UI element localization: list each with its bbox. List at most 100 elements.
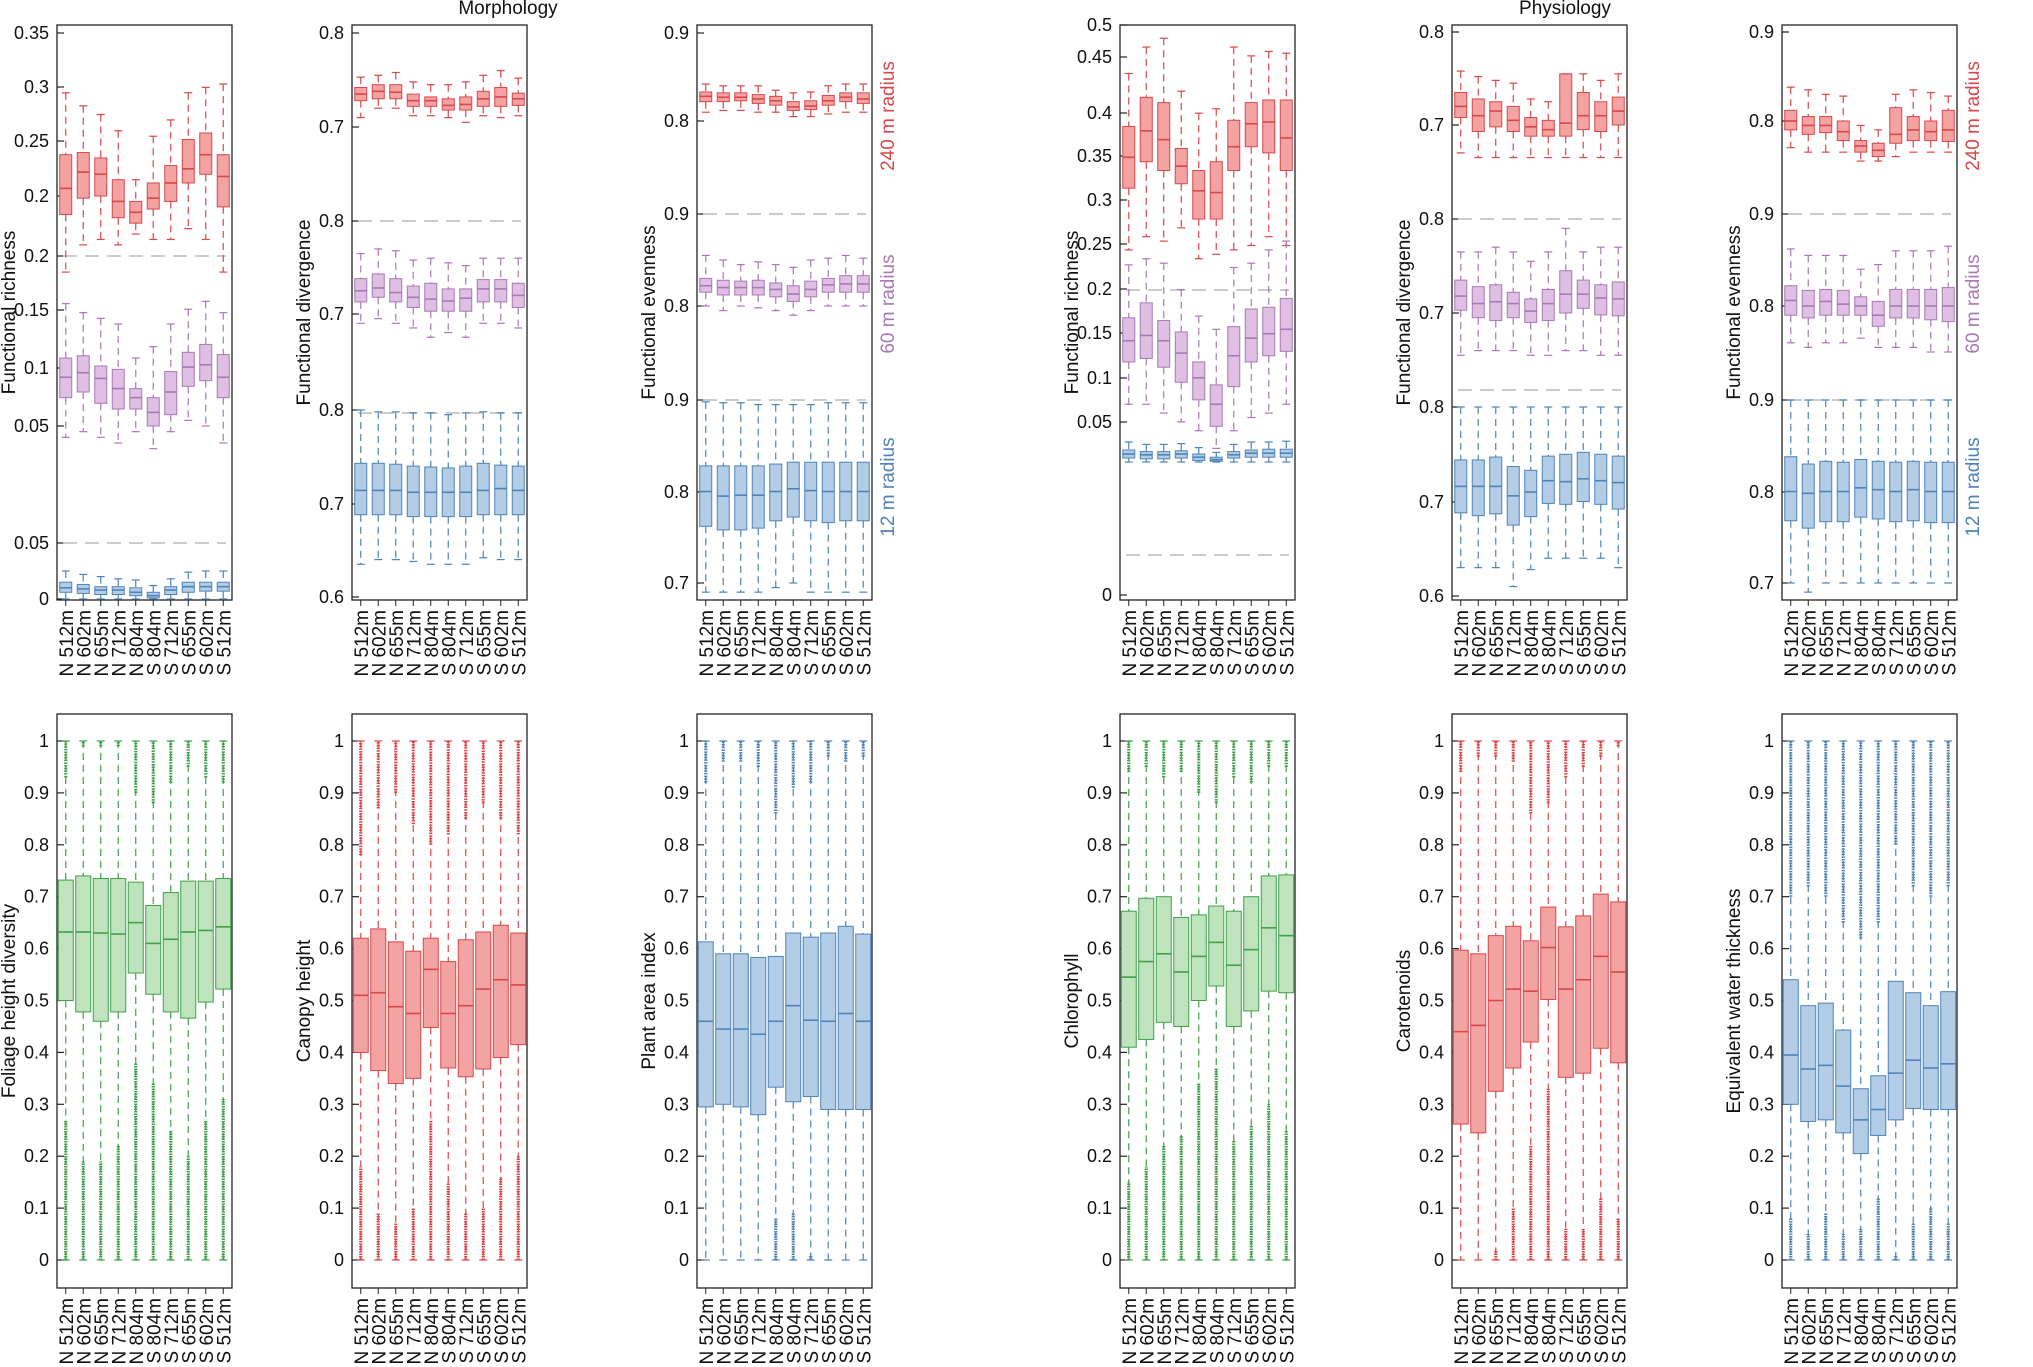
panel-phys-evenness-red-s-602m-box: [1924, 120, 1938, 142]
panel-ewt-xtick-label: N 655m: [1817, 1298, 1838, 1365]
panel-carotenoids-s-712m-box: [1557, 926, 1574, 1078]
panel-phys-evenness-ylabel: Functional evenness: [1724, 225, 1745, 399]
panel-morph-richness-xtick-label: N 804m: [127, 610, 148, 677]
panel-ewt-xtick-label: S 602m: [1922, 1298, 1943, 1363]
panel-canopy-ytick-label: 1: [334, 731, 344, 751]
panel-pai-xtick-label: S 712m: [802, 1298, 823, 1363]
panel-carotenoids-ytick-label: 0.3: [1419, 1094, 1444, 1114]
panel-morph-divergence-blue-s-655m-box: [476, 462, 490, 516]
panel-phys-divergence-ytick-label: 0.7: [1419, 492, 1444, 512]
panel-morph-divergence-ytick-label: 0.6: [319, 587, 344, 607]
panel-chlorophyll-ytick-label: 0.4: [1087, 1042, 1112, 1062]
panel-phys-richness-red-n-655m-box: [1157, 102, 1171, 172]
panel-morph-divergence-ylabel: Functional divergence: [294, 220, 315, 406]
panel-chlorophyll-n-512m-box: [1120, 910, 1137, 1048]
panel-pai-n-512m-box: [697, 941, 714, 1108]
panel-pai-ytick-label: 0.1: [664, 1198, 689, 1218]
panel-morph-richness-ytick-label: 0.05: [14, 416, 49, 436]
panel-ewt-n-804m-box: [1852, 1088, 1869, 1155]
panel-ewt-ytick-label: 1: [1764, 731, 1774, 751]
panel-morph-richness-ytick-label: 0.1: [24, 358, 49, 378]
panel-canopy-n-804m-box: [422, 937, 439, 1028]
panel-morph-divergence-ytick-label: 0.8: [319, 211, 344, 231]
panel-chlorophyll-ytick-label: 0: [1102, 1250, 1112, 1270]
panel-ewt-n-512m-box: [1782, 979, 1799, 1105]
panel-phys-divergence-ytick-label: 0.8: [1419, 397, 1444, 417]
panel-pai-xtick-label: S 804m: [784, 1298, 805, 1363]
panel-carotenoids-n-655m-box: [1487, 935, 1504, 1092]
panel-carotenoids-ytick-label: 0.6: [1419, 939, 1444, 959]
panel-canopy-ytick-label: 0: [334, 1250, 344, 1270]
panel-foliage-xtick-label: S 655m: [179, 1298, 200, 1363]
panel-morph-evenness-ytick-label: 0.9: [664, 204, 689, 224]
panel-morph-evenness-blue-n-512m-box: [699, 465, 713, 527]
panel-morph-richness-ytick-label: 0.2: [24, 186, 49, 206]
panel-ewt-n-602m-box: [1800, 1005, 1817, 1122]
panel-phys-richness-ytick-label: 0: [1102, 585, 1112, 605]
panel-phys-divergence-purple-n-602m-box: [1471, 286, 1485, 319]
panel-morph-evenness-xtick-label: N 602m: [714, 610, 735, 677]
panel-foliage-xtick-label: N 804m: [127, 1298, 148, 1365]
panel-chlorophyll-xtick-label: N 655m: [1155, 1298, 1176, 1365]
panel-carotenoids-ytick-label: 0.4: [1419, 1042, 1444, 1062]
panel-pai-s-602m-box: [837, 925, 854, 1110]
panel-pai-ytick-label: 0.8: [664, 835, 689, 855]
panel-canopy-s-712m-box: [457, 939, 474, 1078]
panel-phys-richness-frame: [1119, 24, 1296, 601]
panel-phys-evenness-xtick-label: N 602m: [1799, 610, 1820, 677]
panel-morph-divergence-frame: [351, 24, 528, 601]
panel-foliage-n-712m-box: [110, 878, 127, 1013]
panel-morph-evenness-ylabel: Functional evenness: [639, 225, 660, 399]
panel-carotenoids-s-655m-box: [1575, 915, 1592, 1074]
panel-morph-richness-purple-s-712m-box: [164, 371, 178, 416]
panel-morph-evenness-blue-n-804m-box: [769, 463, 783, 522]
panel-pai-ytick-label: 0.9: [664, 783, 689, 803]
panel-morph-evenness-xtick-label: S 655m: [819, 610, 840, 675]
panel-phys-richness-purple-s-804m-box: [1209, 384, 1223, 427]
panel-chlorophyll-ytick-label: 0.3: [1087, 1094, 1112, 1114]
panel-pai-ytick-label: 0.4: [664, 1042, 689, 1062]
panel-phys-evenness-red-n-712m-box: [1836, 120, 1850, 142]
panel-phys-richness-purple-s-712m-box: [1227, 326, 1241, 388]
panel-chlorophyll-xtick-label: S 602m: [1260, 1298, 1281, 1363]
panel-ewt-ytick-label: 0: [1764, 1250, 1774, 1270]
panel-carotenoids-s-804m-box: [1540, 906, 1557, 1000]
panel-carotenoids-n-512m-box: [1452, 949, 1469, 1125]
panel-canopy-s-655m-box: [475, 931, 492, 1070]
panel-phys-evenness-purple-n-602m-box: [1801, 289, 1815, 319]
panel-canopy-s-512m-box: [510, 932, 527, 1046]
panel-ewt-xtick-label: S 655m: [1904, 1298, 1925, 1363]
panel-phys-evenness-ytick-label: 0.9: [1749, 22, 1774, 42]
panel-canopy-xtick-label: N 602m: [369, 1298, 390, 1365]
section-title-morphology: Morphology: [458, 0, 558, 19]
panel-phys-evenness-xtick-label: S 655m: [1904, 610, 1925, 675]
panel-morph-divergence-ytick-label: 0.7: [319, 304, 344, 324]
panel-phys-evenness-purple-s-602m-box: [1924, 288, 1938, 321]
panel-foliage-xtick-label: N 712m: [109, 1298, 130, 1365]
panel-phys-evenness-purple-n-712m-box: [1836, 289, 1850, 316]
panels-group: 0.35 0.3 0.25 0.2 0.2 0.15 0.1 0.05 0.05 0 Functio…: [0, 15, 1984, 1365]
panel-phys-evenness-xtick-label: S 512m: [1939, 610, 1960, 675]
panel-pai-xtick-label: N 602m: [714, 1298, 735, 1365]
panel-chlorophyll-n-655m-box: [1155, 896, 1172, 1023]
panel-pai-ytick-label: 0.2: [664, 1146, 689, 1166]
panel-morph-evenness-red-s-804m-box: [786, 101, 800, 111]
panel-morph-evenness-xtick-label: N 712m: [749, 610, 770, 677]
panel-chlorophyll-xtick-label: S 804m: [1207, 1298, 1228, 1363]
panel-morph-richness-red-n-712m-box: [111, 179, 125, 219]
panel-morph-divergence-purple-s-712m-box: [459, 288, 473, 312]
panel-phys-richness-red-s-512m-box: [1279, 99, 1293, 172]
panel-phys-richness-ytick-label: 0.2: [1087, 279, 1112, 299]
panel-morph-richness-purple-s-655m-box: [181, 351, 195, 387]
panel-ewt-xtick-label: N 512m: [1782, 1298, 1803, 1365]
panel-morph-evenness-xtick-label: N 512m: [697, 610, 718, 677]
panel-phys-richness-xtick-label: S 655m: [1242, 610, 1263, 675]
panel-foliage-s-602m-box: [197, 880, 214, 1003]
panel-morph-evenness-blue-s-804m-box: [786, 461, 800, 518]
panel-morph-evenness-ytick-label: 0.8: [664, 296, 689, 316]
panel-foliage-ytick-label: 0.5: [24, 991, 49, 1011]
panel-ewt-s-602m-box: [1922, 1005, 1939, 1110]
panel-foliage-xtick-label: N 602m: [74, 1298, 95, 1365]
panel-carotenoids-xtick-label: S 655m: [1574, 1298, 1595, 1363]
panel-phys-richness-ytick-label: 0.45: [1077, 47, 1112, 67]
